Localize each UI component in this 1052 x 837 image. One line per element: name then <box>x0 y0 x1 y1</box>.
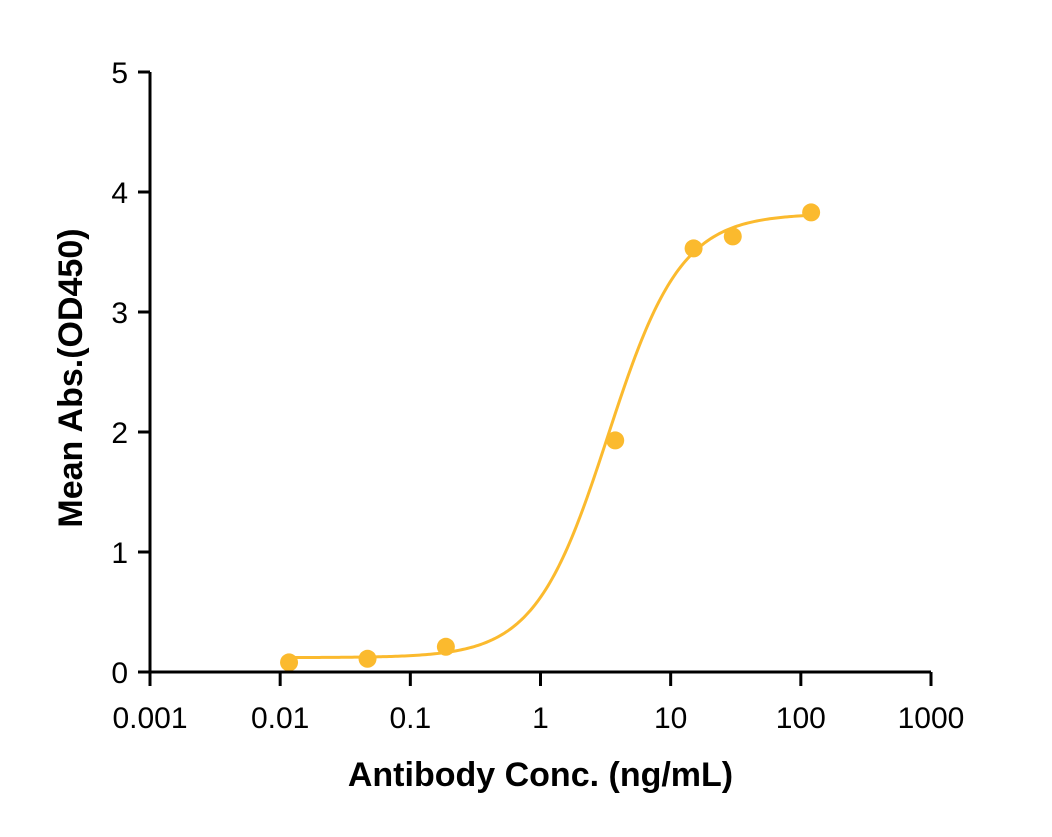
x-tick-label: 1 <box>532 702 549 735</box>
x-axis-ticks: 0.001 0.01 0.1 1 10 100 1000 <box>112 672 964 735</box>
fit-curve-layer <box>289 213 812 660</box>
data-point <box>280 653 299 672</box>
data-point <box>684 239 703 258</box>
data-points-layer <box>280 203 821 672</box>
data-point <box>723 227 742 246</box>
data-point <box>606 431 625 450</box>
x-tick-label: 0.001 <box>112 702 187 735</box>
y-tick-label: 5 <box>111 57 128 90</box>
x-tick-label: 0.01 <box>251 702 309 735</box>
x-tick-label: 0.1 <box>389 702 431 735</box>
y-axis-title: Mean Abs.(OD450) <box>52 228 90 527</box>
data-point <box>802 203 821 222</box>
x-tick-label: 10 <box>654 702 687 735</box>
y-tick-label: 2 <box>111 417 128 450</box>
y-tick-label: 0 <box>111 657 128 690</box>
y-tick-label: 3 <box>111 297 128 330</box>
data-point <box>358 649 377 668</box>
data-point <box>436 637 455 656</box>
fit-curve <box>289 213 812 660</box>
y-tick-label: 4 <box>111 177 128 210</box>
x-tick-label: 1000 <box>898 702 965 735</box>
x-tick-label: 100 <box>776 702 826 735</box>
y-tick-label: 1 <box>111 537 128 570</box>
x-axis-title: Antibody Conc. (ng/mL) <box>348 756 733 794</box>
y-axis-ticks: 0 1 2 3 4 5 <box>111 57 150 690</box>
